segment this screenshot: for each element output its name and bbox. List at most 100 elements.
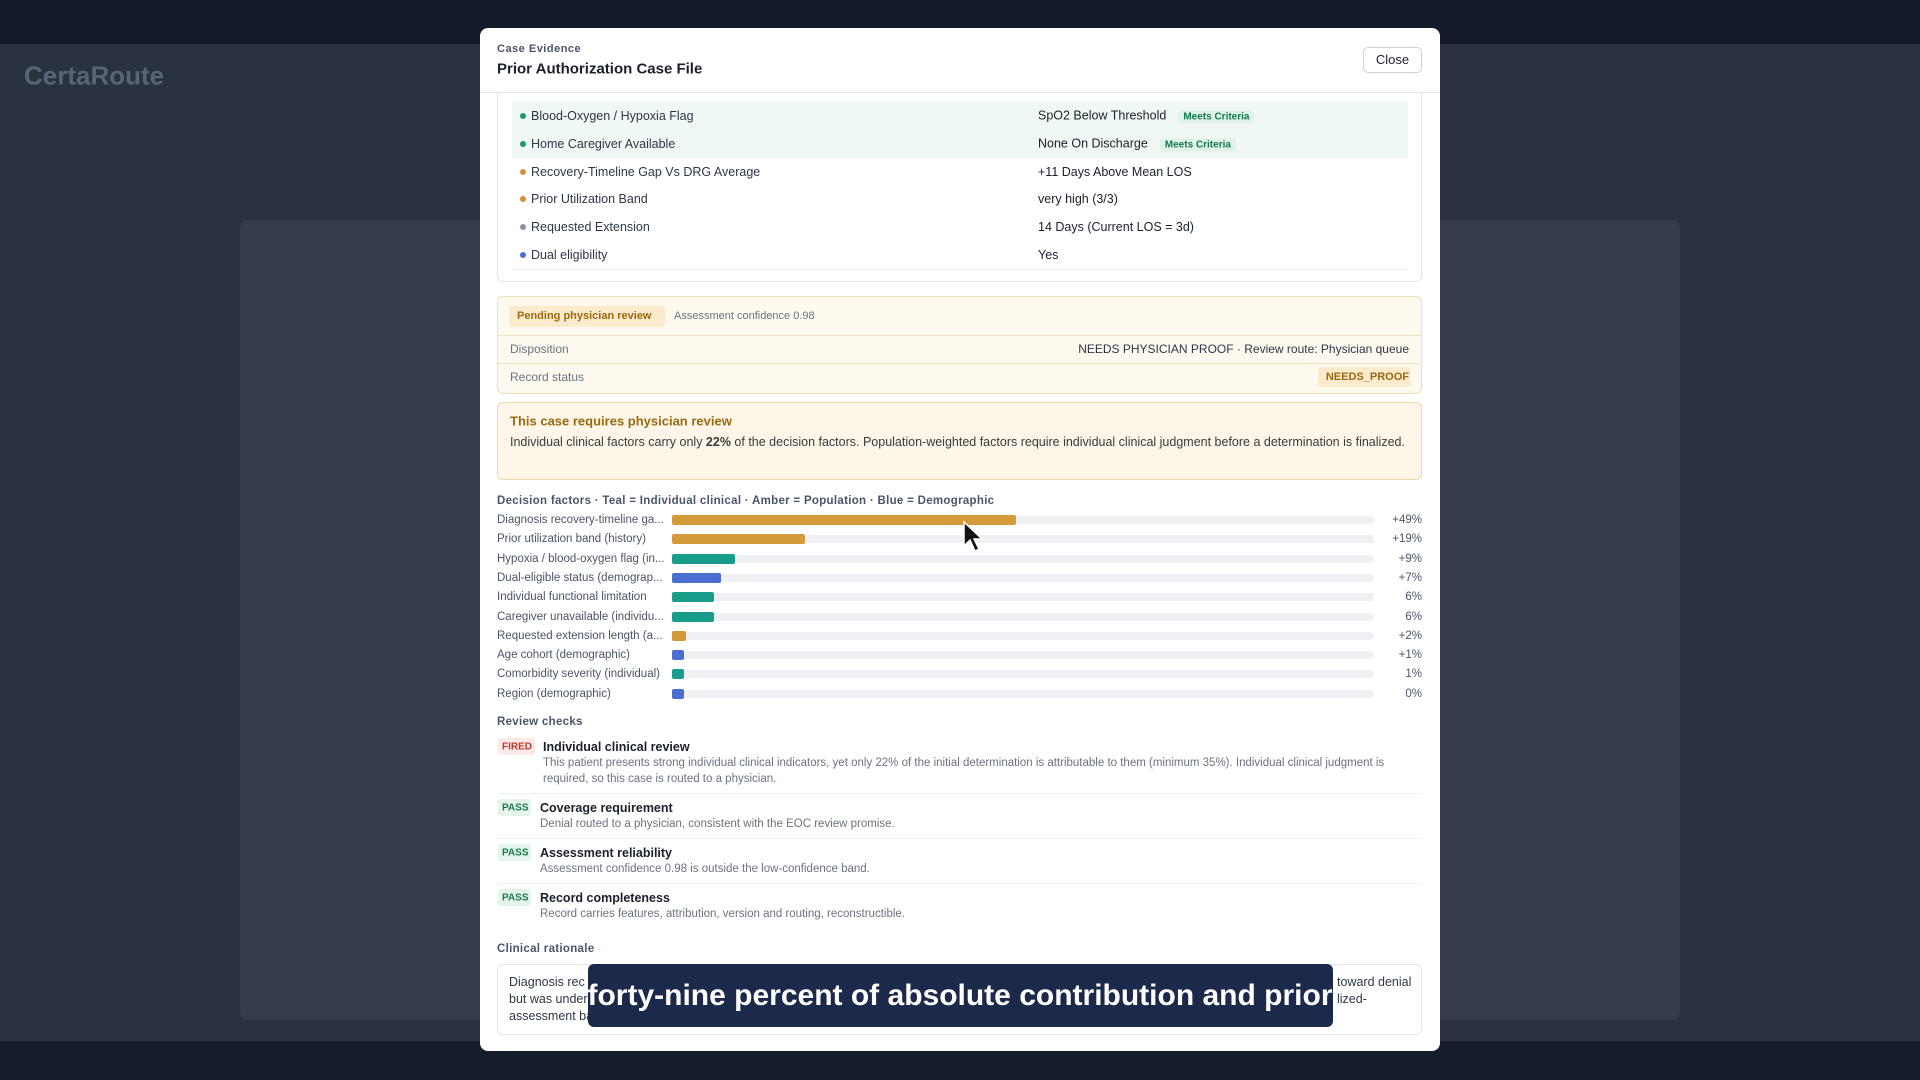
factor-value-label: +2% (1398, 629, 1422, 642)
feature-name: Requested Extension (531, 220, 650, 235)
factor-value-label: 6% (1405, 591, 1422, 604)
status-dot (520, 252, 526, 258)
status-label: Record status (510, 370, 585, 384)
status-dot (520, 224, 526, 231)
check-badge-bg (498, 889, 531, 906)
status-divider (498, 363, 1421, 364)
factor-label: Hypoxia / blood-oxygen flag (in... (497, 552, 665, 565)
check-divider (497, 793, 1422, 794)
factor-value-label: +49% (1392, 514, 1422, 526)
status-dot (520, 113, 526, 119)
alert-text-part: Individual clinical factors carry only (510, 435, 706, 449)
eyebrow: Case Evidence (497, 43, 582, 55)
factor-value-label: 6% (1405, 610, 1422, 623)
factor-label: Diagnosis recovery-timeline ga... (497, 514, 664, 526)
factor-bar (672, 534, 806, 545)
check-text: Assessment confidence 0.98 is outside th… (540, 863, 870, 875)
modal: Case Evidence Prior Authorization Case Fi… (480, 28, 1440, 1051)
factor-track (672, 670, 1374, 679)
status-divider (498, 335, 1421, 336)
factor-bar (672, 669, 684, 680)
rationale-title: Clinical rationale (497, 943, 595, 955)
factor-track (672, 651, 1374, 660)
check-title: Record completeness (540, 891, 670, 905)
factor-bar (672, 515, 1016, 525)
caption-box (588, 964, 1333, 1027)
check-text: required, so this case is routed to a ph… (543, 773, 777, 785)
feature-name: Prior Utilization Band (531, 192, 648, 207)
status-dot (520, 168, 526, 175)
check-title: Coverage requirement (540, 801, 673, 815)
status-label: Disposition (510, 342, 569, 356)
check-text: Record carries features, attribution, ve… (540, 908, 905, 920)
factor-track (672, 612, 1374, 621)
factor-track (672, 631, 1374, 640)
factor-value-label: +1% (1398, 649, 1422, 662)
factor-label: Comorbidity severity (individual) (497, 668, 660, 681)
factor-track (672, 689, 1374, 698)
factor-track (672, 535, 1374, 544)
check-badge-bg (498, 844, 531, 861)
rationale-text: toward denial (1337, 975, 1412, 989)
app-title: CertaRoute (24, 60, 165, 91)
check-badge-bg (498, 799, 531, 816)
status-badge-bg (509, 306, 665, 327)
check-status: PASS (502, 802, 529, 814)
factor-bar (672, 553, 736, 564)
feature-name: Recovery-Timeline Gap Vs DRG Average (531, 164, 761, 179)
feature-row (512, 241, 1408, 270)
alert-text: Individual clinical factors carry only 2… (510, 433, 1405, 473)
rationale-text: Diagnosis rec (509, 975, 585, 989)
feature-value: SpO2 Below Threshold Meets Criteria (1038, 109, 1255, 124)
factor-track (672, 554, 1374, 563)
check-badge-bg (498, 738, 535, 755)
factor-label: Caregiver unavailable (individu... (497, 610, 664, 623)
feature-value: None On Discharge Meets Criteria (1038, 136, 1236, 152)
features-box (497, 92, 1422, 282)
rationale-text: lized- (1337, 992, 1367, 1006)
cursor (963, 520, 984, 553)
factor-bar (672, 611, 715, 622)
confidence: Assessment confidence 0.98 (674, 310, 815, 322)
modal-title: Prior Authorization Case File (497, 60, 703, 78)
factor-label: Dual-eligible status (demograp... (497, 571, 663, 584)
check-divider (497, 838, 1422, 839)
status-dot (520, 140, 526, 147)
feature-value: very high (3/3) (1038, 192, 1118, 207)
status-value: NEEDS PHYSICIAN PROOF · Review route: Ph… (1078, 342, 1409, 356)
status-badge: Pending physician review (517, 310, 652, 322)
record-status-bg (1318, 367, 1410, 387)
factor-bar (672, 592, 715, 603)
factor-bar (672, 572, 722, 583)
criteria-badge: Meets Criteria (1159, 138, 1236, 152)
check-status: PASS (502, 847, 529, 859)
factor-value-label: +19% (1392, 533, 1422, 546)
factor-track (672, 593, 1374, 602)
header-divider (480, 92, 1440, 93)
rationale-text: but was under (509, 992, 588, 1006)
factor-bar (672, 688, 684, 699)
factor-label: Requested extension length (a... (497, 629, 663, 642)
factor-value-label: 0% (1405, 687, 1422, 700)
factor-value-label: +9% (1398, 552, 1422, 565)
feature-value: Yes (1038, 248, 1059, 262)
check-status: FIRED (502, 741, 532, 753)
close-button[interactable]: Close (1363, 47, 1422, 73)
status-dot (520, 196, 526, 203)
alert-box (497, 402, 1422, 480)
alert-title: This case requires physician review (510, 413, 732, 429)
factors-title: Decision factors · Teal = Individual cli… (497, 495, 995, 507)
factor-label: Prior utilization band (history) (497, 533, 646, 546)
feature-value: +11 Days Above Mean LOS (1038, 164, 1192, 179)
check-title: Individual clinical review (543, 740, 690, 754)
caption: forty-nine percent of absolute contribut… (587, 979, 1333, 1012)
alert-text-part: of the decision factors. Population-weig… (730, 435, 1405, 449)
factor-track (672, 516, 1374, 524)
factor-value-label: 1% (1405, 668, 1422, 681)
factor-track (672, 573, 1374, 582)
check-status: PASS (502, 892, 529, 904)
factor-label: Region (demographic) (497, 687, 611, 700)
rationale-text: assessment ba (509, 1009, 594, 1023)
factor-value-label: +7% (1398, 571, 1422, 584)
